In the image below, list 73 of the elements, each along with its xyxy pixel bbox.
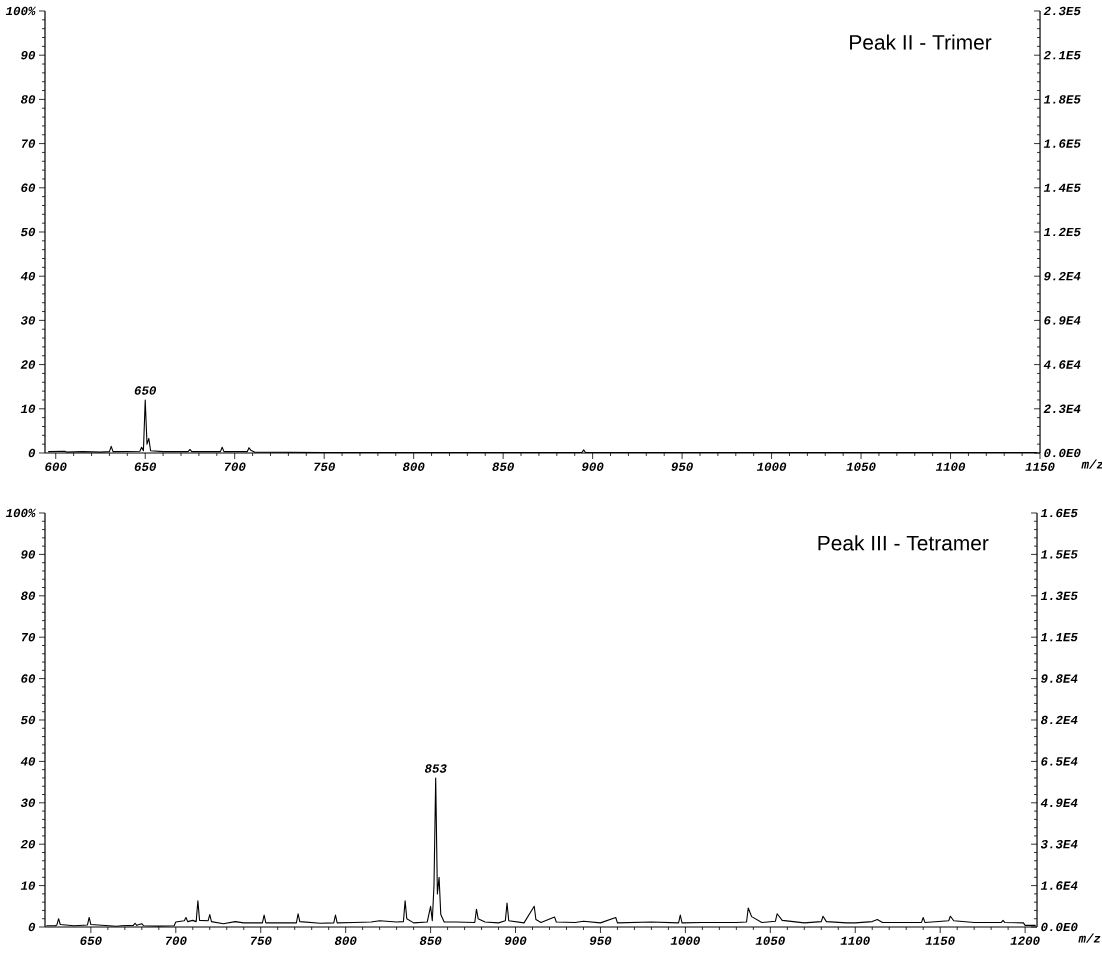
x-tick-label: 700 bbox=[224, 462, 246, 471]
y-tick-label: 30 bbox=[20, 316, 36, 325]
y-tick-label: 90 bbox=[21, 50, 36, 60]
y-tick-label: 90 bbox=[21, 550, 36, 559]
y-tick-label: 40 bbox=[20, 271, 36, 281]
y2-tick-label: 3.3E4 bbox=[1040, 839, 1078, 849]
y2-tick-label: 6.5E4 bbox=[1041, 757, 1078, 766]
y-tick-label: 10 bbox=[20, 404, 36, 414]
y2-tick-label: 1.5E5 bbox=[1040, 550, 1078, 559]
x-tick-label: 1100 bbox=[840, 936, 870, 945]
x-tick-label: 900 bbox=[581, 462, 604, 471]
x-tick-label: 750 bbox=[314, 462, 336, 471]
y-tick-label: 80 bbox=[20, 95, 36, 104]
x-tick-label: 650 bbox=[80, 936, 102, 945]
x-tick-label: 900 bbox=[504, 936, 527, 945]
y2-tick-label: 8.2E4 bbox=[1040, 715, 1078, 725]
y-tick-label: 0 bbox=[28, 922, 36, 932]
y2-tick-label: 1.1E5 bbox=[1040, 633, 1078, 642]
x-tick-label: 1000 bbox=[670, 936, 700, 945]
y-tick-label: 100% bbox=[5, 508, 37, 518]
x-tick-label: 800 bbox=[402, 462, 425, 471]
x-tick-label: 1050 bbox=[846, 462, 876, 471]
x-tick-label: 800 bbox=[334, 936, 357, 945]
x-tick-label: 1100 bbox=[935, 462, 966, 471]
y-tick-label: 30 bbox=[20, 798, 36, 808]
y2-tick-label: 0.0E0 bbox=[1041, 922, 1078, 932]
y-tick-label: 50 bbox=[20, 715, 36, 725]
y2-tick-label: 9.8E4 bbox=[1041, 674, 1078, 683]
x-tick-label: 600 bbox=[45, 462, 67, 471]
y2-tick-label: 1.8E5 bbox=[1043, 95, 1081, 104]
text: Peak III - Tetramer bbox=[818, 535, 989, 551]
x-tick-label: 950 bbox=[589, 936, 612, 945]
y2-tick-label: 2.3E5 bbox=[1043, 6, 1081, 16]
y2-tick-label: 4.9E4 bbox=[1040, 798, 1078, 808]
y2-tick-label: 4.6E4 bbox=[1043, 360, 1081, 369]
x-tick-label: 1000 bbox=[756, 462, 787, 471]
x-tick-label: 650 bbox=[134, 462, 157, 471]
y-tick-label: 70 bbox=[21, 632, 36, 642]
annotation: 650 bbox=[134, 386, 157, 395]
y-tick-label: 100% bbox=[5, 6, 37, 16]
y-tick-label: 20 bbox=[20, 839, 36, 849]
x-axis-title: m/z bbox=[1078, 933, 1101, 943]
y2-tick-label: 2.1E5 bbox=[1043, 50, 1081, 60]
x-tick-label: 850 bbox=[492, 462, 514, 471]
x-tick-label: 700 bbox=[165, 936, 187, 945]
y-tick-label: 60 bbox=[21, 183, 36, 193]
y2-tick-label: 1.4E5 bbox=[1043, 183, 1081, 192]
y2-tick-label: 2.3E4 bbox=[1043, 404, 1081, 414]
x-tick-label: 1050 bbox=[755, 936, 785, 945]
y2-tick-label: 1.6E5 bbox=[1040, 508, 1078, 518]
x-tick-label: 850 bbox=[419, 936, 442, 945]
text: Peak II - Trimer bbox=[850, 34, 992, 50]
y2-tick-label: 1.3E5 bbox=[1040, 591, 1078, 601]
x-tick-label: 950 bbox=[671, 462, 693, 471]
y2-tick-label: 9.2E4 bbox=[1044, 271, 1081, 281]
y-tick-label: 80 bbox=[20, 591, 36, 601]
y2-tick-label: 1.2E5 bbox=[1043, 227, 1081, 237]
y-tick-label: 20 bbox=[20, 360, 36, 369]
y-tick-label: 10 bbox=[20, 881, 36, 890]
annotation: 853 bbox=[424, 764, 447, 773]
y2-tick-label: 6.9E4 bbox=[1044, 316, 1081, 325]
y-tick-label: 70 bbox=[21, 139, 36, 148]
x-tick-label: 1200 bbox=[1010, 936, 1040, 945]
x-tick-label: 1150 bbox=[1025, 462, 1055, 471]
x-tick-label: 750 bbox=[250, 936, 272, 945]
y-tick-label: 40 bbox=[20, 757, 36, 766]
y-tick-label: 50 bbox=[20, 227, 36, 237]
y2-tick-label: 1.6E4 bbox=[1040, 881, 1078, 890]
y-tick-label: 0 bbox=[28, 448, 36, 458]
y2-tick-label: 1.6E5 bbox=[1043, 139, 1081, 148]
x-tick-label: 1150 bbox=[925, 936, 955, 945]
y-tick-label: 60 bbox=[21, 674, 36, 683]
y2-tick-label: 0.0E0 bbox=[1044, 448, 1081, 458]
